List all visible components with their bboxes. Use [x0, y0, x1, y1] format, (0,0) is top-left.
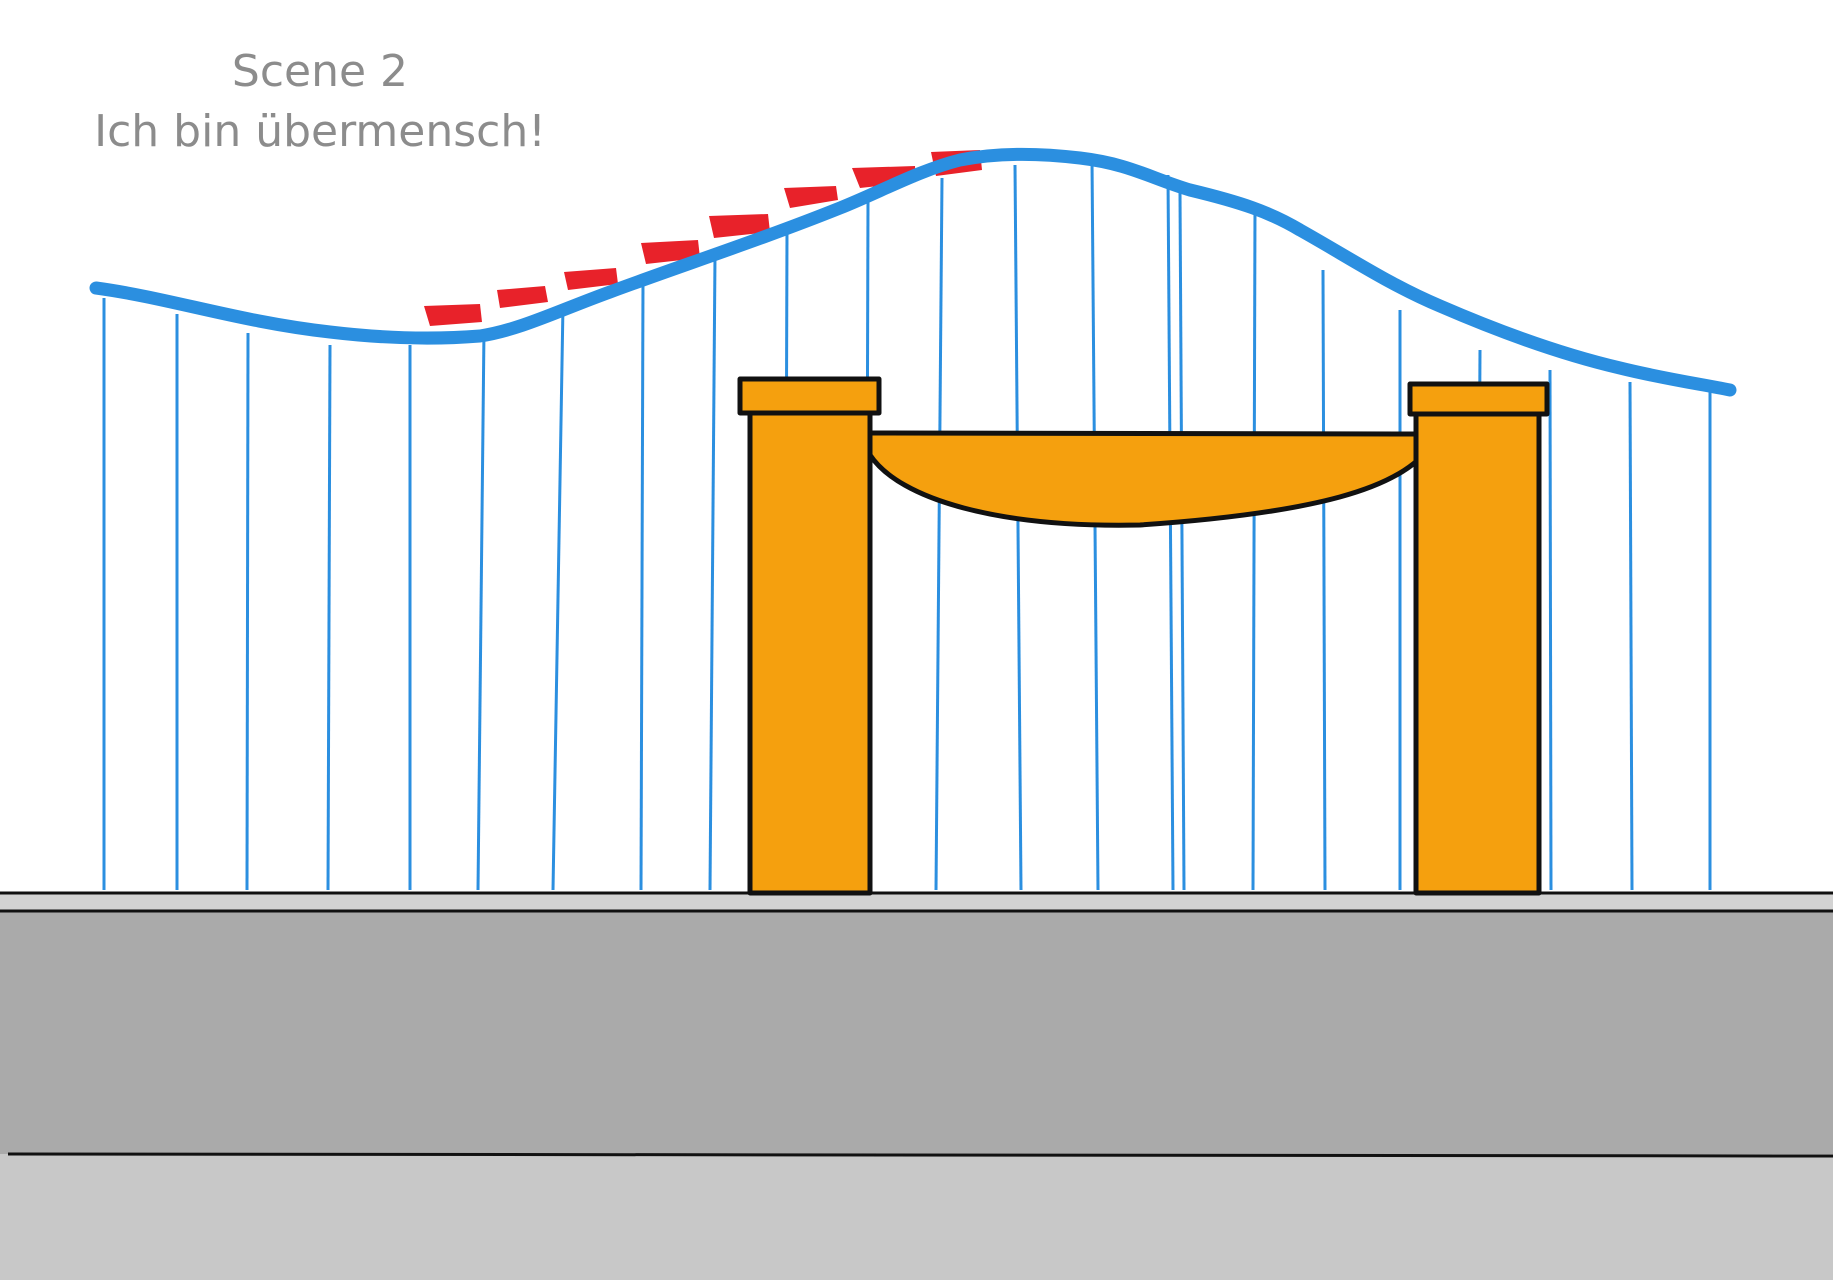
caption-subtitle: Ich bin übermensch! — [94, 106, 546, 157]
ground-bottom-band — [0, 1154, 1833, 1280]
support-post — [1166, 174, 1175, 891]
support-post — [1321, 269, 1327, 891]
support-post — [1013, 164, 1023, 891]
ground — [0, 891, 1833, 1280]
entrance-gate-icon — [737, 376, 1550, 896]
ground-line-lower — [7, 1152, 1833, 1158]
support-post — [245, 332, 250, 891]
caption-title: Scene 2 — [231, 46, 409, 97]
gate-right-pillar — [1413, 411, 1542, 896]
gate-left-cap — [737, 376, 882, 416]
support-post — [1628, 381, 1634, 891]
coaster-car-icon — [564, 268, 618, 290]
coaster-car-icon — [424, 304, 482, 326]
support-post — [934, 177, 944, 891]
support-post — [1548, 369, 1553, 891]
ground-middle-band — [0, 912, 1833, 1154]
gate-arch — [863, 430, 1421, 528]
coaster-car-icon — [497, 286, 548, 308]
support-post — [476, 329, 486, 891]
gate-left-pillar — [747, 407, 873, 896]
support-post — [639, 279, 645, 891]
support-post — [551, 304, 565, 891]
support-post — [1178, 192, 1186, 891]
support-post — [708, 254, 717, 891]
ground-top-strip — [0, 893, 1833, 912]
coaster-car-icon — [784, 186, 838, 208]
support-post — [1251, 204, 1257, 891]
gate-right-cap — [1407, 381, 1550, 417]
support-post — [326, 344, 332, 891]
coaster-car-icon — [641, 240, 700, 264]
coaster-car-icon — [709, 214, 770, 238]
roller-coaster-track-icon — [89, 147, 1737, 397]
scene-caption: Scene 2 Ich bin übermensch! — [60, 42, 580, 162]
